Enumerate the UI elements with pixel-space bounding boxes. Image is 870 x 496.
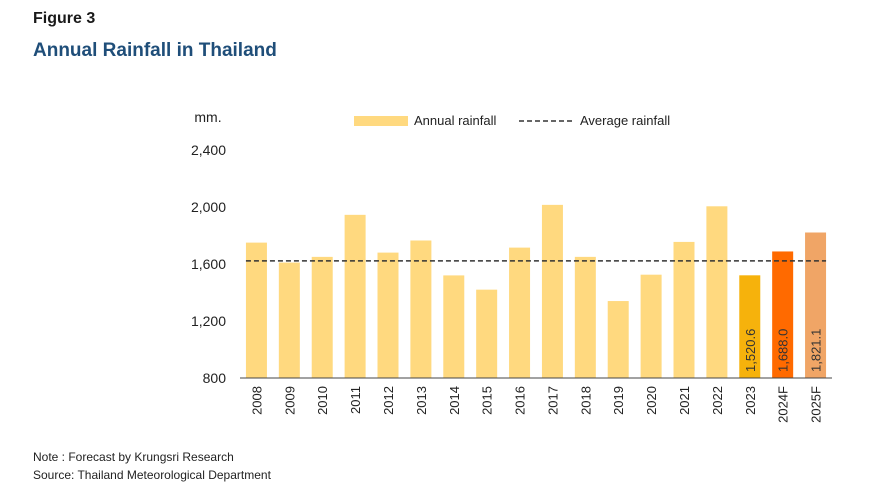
data-label-2023: 1,520.6 xyxy=(743,329,758,372)
x-tick-label: 2014 xyxy=(447,386,462,415)
bar-2009 xyxy=(278,262,300,378)
x-tick-label: 2010 xyxy=(315,386,330,415)
chart-title: Annual Rainfall in Thailand xyxy=(33,40,277,61)
x-tick-label: 2020 xyxy=(644,386,659,415)
bar-2018 xyxy=(574,256,596,378)
bar-2012 xyxy=(377,252,399,378)
bar-2015 xyxy=(476,289,498,378)
x-tick-label: 2022 xyxy=(710,386,725,415)
bar-2016 xyxy=(509,247,531,378)
bar-2024F xyxy=(772,251,794,378)
x-tick-label: 2019 xyxy=(611,386,626,415)
bar-2011 xyxy=(344,214,366,378)
bar-2023 xyxy=(739,275,761,378)
x-tick-label: 2011 xyxy=(348,386,363,414)
bar-2021 xyxy=(673,241,695,378)
forecast-note: Note : Forecast by Krungsri Research xyxy=(33,450,234,464)
x-tick-label: 2009 xyxy=(282,386,297,415)
legend-label-annual: Annual rainfall xyxy=(414,113,496,128)
x-tick-label: 2015 xyxy=(480,386,495,415)
y-tick-label: 2,000 xyxy=(191,199,226,215)
y-tick-label: 1,200 xyxy=(191,313,226,329)
bar-2008 xyxy=(245,242,267,378)
y-tick-label: 1,600 xyxy=(191,256,226,272)
source-note: Source: Thailand Meteorological Departme… xyxy=(33,468,271,482)
data-label-2025F: 1,821.1 xyxy=(809,329,824,372)
x-tick-label: 2016 xyxy=(513,386,528,415)
bar-2010 xyxy=(311,256,333,378)
x-tick-label: 2021 xyxy=(677,386,692,415)
x-tick-label: 2025F xyxy=(809,386,824,423)
legend-swatch-annual xyxy=(354,116,408,126)
x-tick-label: 2024F xyxy=(776,386,791,423)
figure-label: Figure 3 xyxy=(33,10,96,27)
bar-2022 xyxy=(706,206,728,378)
x-tick-label: 2023 xyxy=(743,386,758,415)
x-tick-label: 2012 xyxy=(381,386,396,415)
bar-2013 xyxy=(410,240,432,378)
bar-2014 xyxy=(443,275,465,378)
x-tick-label: 2013 xyxy=(414,386,429,415)
bar-2017 xyxy=(541,204,563,378)
x-tick-label: 2018 xyxy=(578,386,593,415)
x-tick-label: 2017 xyxy=(545,386,560,415)
legend-label-average: Average rainfall xyxy=(580,113,670,128)
bar-2025F xyxy=(805,232,827,378)
y-axis-unit-label: mm. xyxy=(194,109,221,125)
bar-2020 xyxy=(640,274,662,378)
data-label-2024F: 1,688.0 xyxy=(776,329,791,372)
y-tick-label: 800 xyxy=(203,370,227,386)
x-tick-label: 2008 xyxy=(249,386,264,415)
bar-2019 xyxy=(607,301,629,378)
y-tick-label: 2,400 xyxy=(191,142,226,158)
